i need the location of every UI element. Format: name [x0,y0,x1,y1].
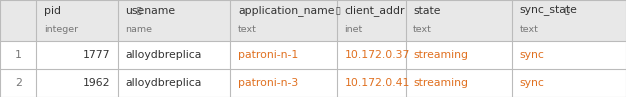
Text: pid: pid [44,6,61,16]
Text: 10.172.0.37: 10.172.0.37 [344,50,409,60]
Text: name: name [125,25,152,34]
Text: text: text [520,25,538,34]
Text: text: text [413,25,432,34]
Text: 🔒: 🔒 [136,6,141,15]
Text: sync: sync [520,50,545,60]
Bar [0,69,626,97]
Text: 2: 2 [15,78,21,88]
Text: 🔒: 🔒 [565,6,569,15]
Text: 10.172.0.41: 10.172.0.41 [344,78,409,88]
Text: sync: sync [520,78,545,88]
Text: alloydbreplica: alloydbreplica [125,50,202,60]
Text: streaming: streaming [413,50,468,60]
Text: integer: integer [44,25,78,34]
Bar [0,41,626,69]
Text: patroni-n-1: patroni-n-1 [238,50,298,60]
Text: sync_state: sync_state [520,5,577,16]
Text: text: text [238,25,257,34]
Text: client_addr: client_addr [344,5,405,16]
Text: inet: inet [344,25,362,34]
Text: 1962: 1962 [83,78,110,88]
Text: 1777: 1777 [83,50,110,60]
Text: alloydbreplica: alloydbreplica [125,78,202,88]
Text: 1: 1 [15,50,21,60]
Text: patroni-n-3: patroni-n-3 [238,78,298,88]
Text: streaming: streaming [413,78,468,88]
Text: application_name: application_name [238,5,334,16]
Text: state: state [413,6,441,16]
Text: 🔒: 🔒 [336,6,340,15]
Text: usename: usename [125,6,175,16]
Bar [0,0,626,41]
